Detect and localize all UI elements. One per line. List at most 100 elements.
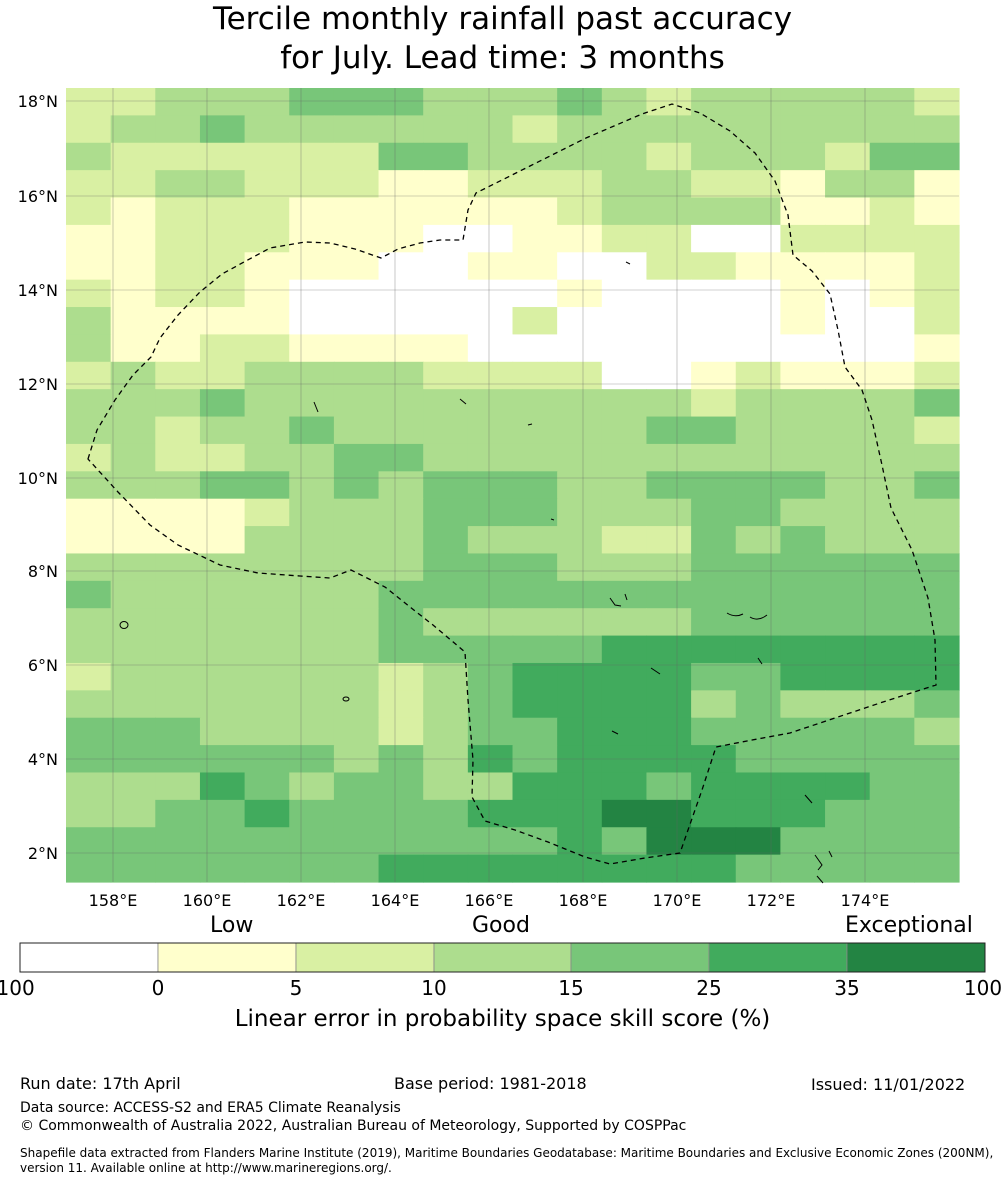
grid-cell bbox=[155, 690, 201, 719]
grid-cell bbox=[512, 717, 558, 746]
grid-cell bbox=[735, 717, 781, 746]
grid-cell bbox=[289, 252, 335, 281]
grid-cell bbox=[557, 307, 603, 336]
grid-cell bbox=[244, 170, 290, 199]
grid-cell bbox=[199, 799, 246, 828]
grid-cell bbox=[735, 197, 781, 226]
grid-cell bbox=[289, 389, 335, 418]
grid-cell bbox=[646, 197, 692, 226]
grid-cell bbox=[423, 252, 469, 281]
grid-cell bbox=[289, 827, 335, 856]
grid-cell bbox=[199, 690, 246, 719]
grid-cell bbox=[467, 526, 514, 555]
grid-cell bbox=[289, 608, 335, 637]
grid-cell bbox=[601, 471, 648, 500]
grid-cell bbox=[735, 361, 781, 390]
grid-cell bbox=[646, 799, 692, 828]
grid-cell bbox=[423, 827, 469, 856]
grid-cell bbox=[914, 580, 960, 609]
grid-cell bbox=[557, 827, 603, 856]
grid-cell bbox=[512, 827, 558, 856]
grid-cell bbox=[423, 526, 469, 555]
grid-cell bbox=[333, 115, 380, 144]
grid-cell bbox=[110, 115, 156, 144]
grid-cell bbox=[646, 443, 692, 472]
grid-cell bbox=[378, 416, 424, 445]
grid-cell bbox=[601, 608, 648, 637]
grid-cell bbox=[646, 142, 692, 171]
grid-cell bbox=[378, 635, 424, 664]
grid-cell bbox=[914, 443, 960, 472]
grid-cell bbox=[155, 635, 201, 664]
grid-cell bbox=[110, 526, 156, 555]
grid-cell bbox=[66, 197, 112, 226]
grid-cell bbox=[244, 252, 290, 281]
grid-cell bbox=[66, 279, 112, 308]
grid-cell bbox=[601, 772, 648, 801]
grid-cell bbox=[423, 580, 469, 609]
grid-cell bbox=[155, 827, 201, 856]
lon-label: 160°E bbox=[183, 891, 232, 910]
grid-cell bbox=[646, 361, 692, 390]
grid-cell bbox=[914, 498, 960, 527]
island bbox=[624, 593, 628, 601]
grid-cell bbox=[780, 580, 826, 609]
grid-cell bbox=[512, 224, 558, 253]
colorbar bbox=[19, 942, 986, 973]
grid-cell bbox=[333, 580, 380, 609]
grid-cell bbox=[512, 307, 558, 336]
latitude-labels: 18°N 16°N 14°N 12°N 10°N 8°N 6°N 4°N 2°N bbox=[18, 92, 58, 863]
grid-cell bbox=[735, 142, 781, 171]
grid-cell bbox=[691, 170, 737, 199]
grid-cell bbox=[691, 197, 737, 226]
grid-cell bbox=[557, 197, 603, 226]
grid-cell bbox=[914, 252, 960, 281]
grid-cell bbox=[557, 389, 603, 418]
grid-cell bbox=[512, 142, 558, 171]
grid-cell bbox=[512, 471, 558, 500]
grid-cell bbox=[199, 307, 246, 336]
grid-cell bbox=[467, 170, 514, 199]
grid-cell bbox=[869, 170, 915, 199]
grid-cell bbox=[289, 88, 335, 116]
title-line-2: for July. Lead time: 3 months bbox=[280, 40, 725, 76]
colorbar-frame bbox=[19, 942, 986, 973]
grid-cell bbox=[244, 471, 290, 500]
grid-cell bbox=[333, 498, 380, 527]
grid-cell bbox=[869, 88, 915, 116]
grid-cell bbox=[110, 717, 156, 746]
island bbox=[814, 854, 823, 871]
grid-cell bbox=[467, 553, 514, 582]
grid-cell bbox=[691, 827, 737, 856]
grid-cell bbox=[646, 608, 692, 637]
island bbox=[816, 875, 824, 884]
grid-cell bbox=[199, 854, 246, 883]
grid-cell bbox=[557, 88, 603, 116]
grid-cell bbox=[66, 389, 112, 418]
grid-cell bbox=[66, 717, 112, 746]
grid-cell bbox=[467, 224, 514, 253]
grid-cell bbox=[199, 334, 246, 363]
grid-cell bbox=[467, 307, 514, 336]
grid-cell bbox=[825, 772, 871, 801]
grid-cell bbox=[646, 389, 692, 418]
grid-cell bbox=[333, 717, 380, 746]
grid-cell bbox=[735, 827, 781, 856]
grid-cell bbox=[825, 854, 871, 883]
grid-cell bbox=[199, 389, 246, 418]
grid-cell bbox=[423, 361, 469, 390]
grid-cell bbox=[467, 416, 514, 445]
grid-cell bbox=[110, 662, 156, 691]
grid-cell bbox=[423, 690, 469, 719]
grid-cell bbox=[66, 772, 112, 801]
lat-label: 8°N bbox=[28, 562, 58, 581]
grid-cell bbox=[66, 526, 112, 555]
grid-cell bbox=[378, 115, 424, 144]
grid-cell bbox=[869, 443, 915, 472]
grid-cell bbox=[735, 608, 781, 637]
grid-cell bbox=[244, 690, 290, 719]
grid-cell bbox=[66, 170, 112, 199]
grid-cell bbox=[825, 361, 871, 390]
grid-cell bbox=[825, 142, 871, 171]
grid-cell bbox=[289, 471, 335, 500]
